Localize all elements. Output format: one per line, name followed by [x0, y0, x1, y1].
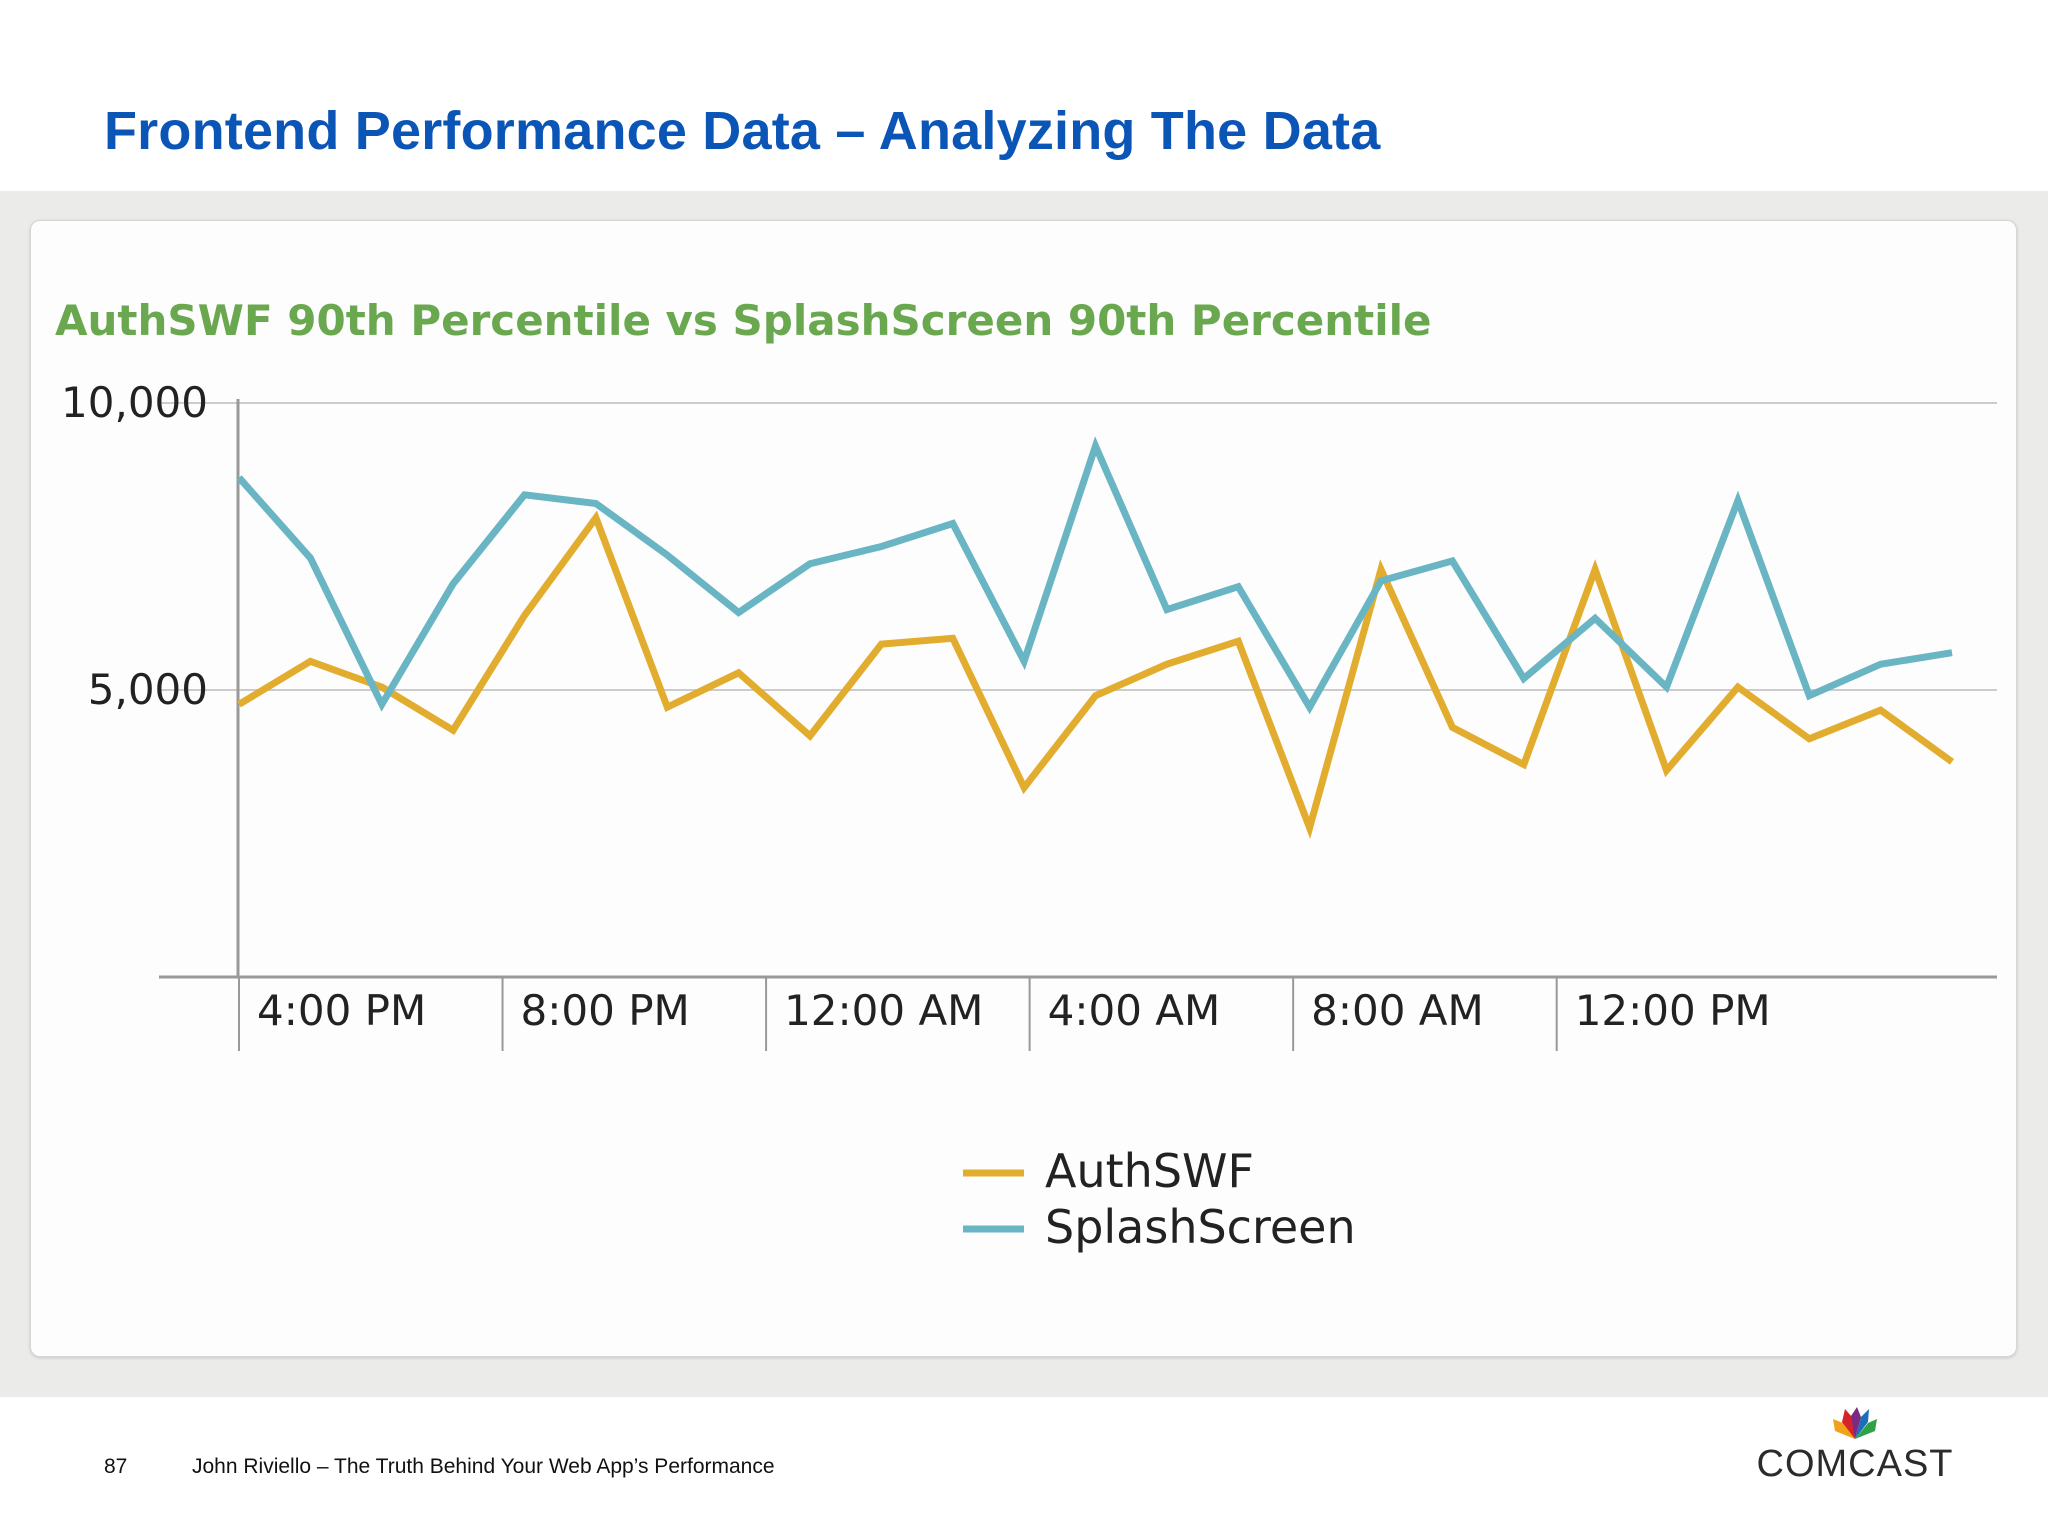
slide-title: Frontend Performance Data – Analyzing Th…: [104, 101, 1381, 161]
y-tick-label: 5,000: [88, 665, 208, 714]
footer-text: John Riviello – The Truth Behind Your We…: [192, 1455, 775, 1478]
page-number: 87: [104, 1455, 128, 1478]
x-tick-label: 4:00 AM: [1048, 986, 1221, 1035]
legend-label: AuthSWF: [1045, 1144, 1254, 1198]
series-line-splashscreen: [236, 436, 1953, 715]
x-tick-label: 8:00 PM: [521, 986, 690, 1035]
series-layer: [236, 436, 1955, 840]
y-tick-label: 10,000: [61, 378, 208, 427]
grid-layer: [159, 402, 1997, 691]
comcast-logo: COMCAST: [1750, 1405, 1960, 1485]
x-tick-label: 12:00 PM: [1575, 986, 1771, 1035]
x-tick-label: 4:00 PM: [257, 986, 426, 1035]
chart-title: AuthSWF 90th Percentile vs SplashScreen …: [55, 296, 1432, 345]
x-tick-label: 12:00 AM: [784, 986, 983, 1035]
x-tick-label: 8:00 AM: [1311, 986, 1484, 1035]
line-chart: AuthSWF 90th Percentile vs SplashScreen …: [55, 296, 1997, 1254]
axis-layer: 5,000 10,000 8:00 PM 12:00 AM 4:00 AM 8:00 AM…: [61, 378, 1997, 1051]
series-line-authswf: [237, 510, 1955, 840]
chart-panel: AuthSWF 90th Percentile vs SplashScreen …: [30, 220, 2017, 1357]
peacock-icon: [1833, 1407, 1877, 1439]
legend-label: SplashScreen: [1045, 1200, 1356, 1254]
comcast-wordmark: COMCAST: [1756, 1443, 1954, 1485]
